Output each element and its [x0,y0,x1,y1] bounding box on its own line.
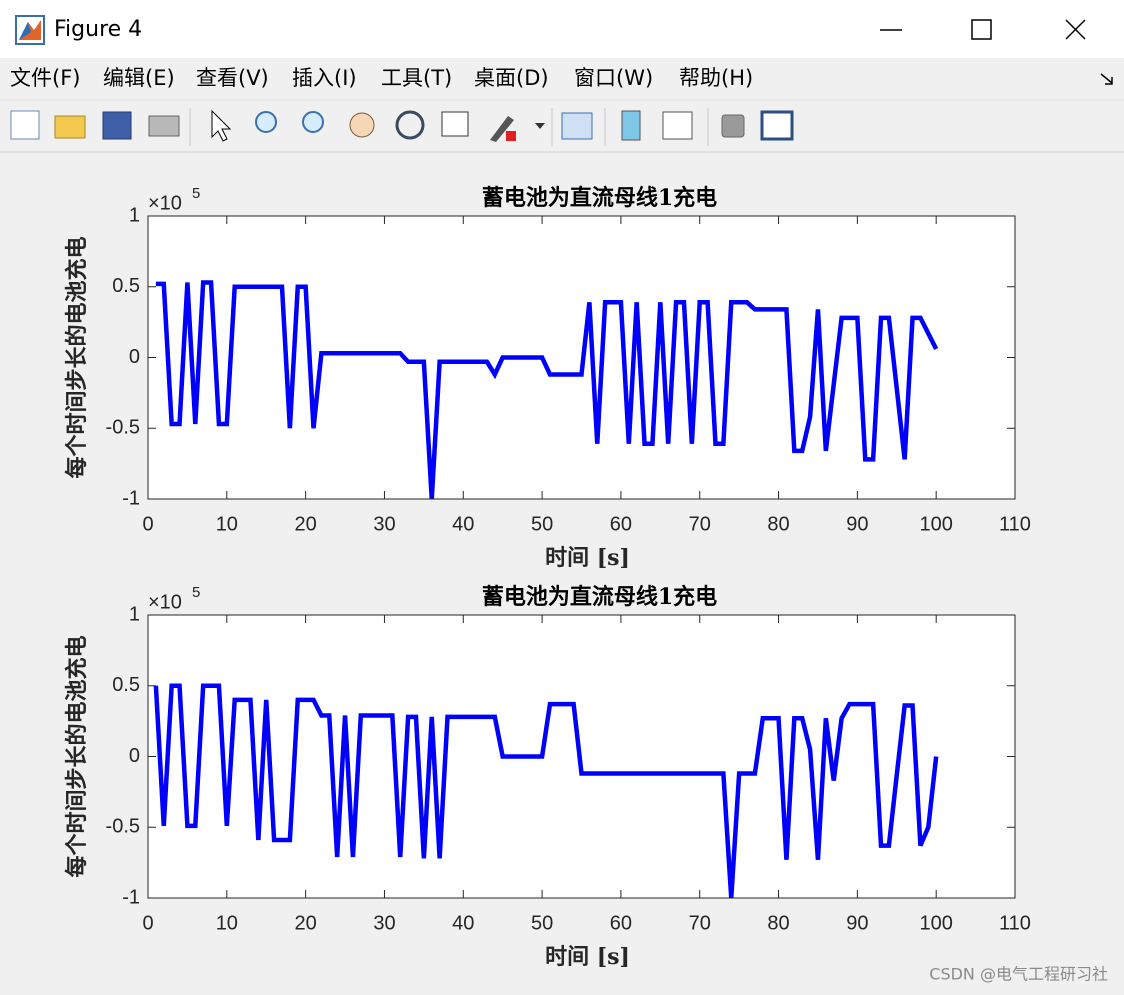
y-tick-label: 0.5 [112,275,140,297]
menu-item[interactable]: 编辑(E) [103,66,175,90]
y-tick-label: -0.5 [106,816,140,838]
menu-item[interactable]: 查看(V) [196,66,269,90]
x-tick-label: 60 [610,912,632,934]
x-tick-label: 10 [216,912,238,934]
y-tick-label: 1 [129,603,140,625]
window-title: Figure 4 [54,17,142,42]
legend-button[interactable] [662,111,693,140]
app-icon [15,15,45,45]
maximize-button[interactable] [971,19,992,40]
rotate-button[interactable] [395,110,425,140]
x-tick-label: 90 [846,513,868,535]
menu-item[interactable]: 帮助(H) [679,66,753,90]
save-button[interactable] [102,111,132,140]
data-line [153,683,939,899]
y-exponent-base: ×10 [148,591,182,613]
axes-box [147,215,1016,500]
close-button[interactable] [1065,19,1086,40]
x-axis-label: 时间 [s] [545,545,630,571]
brush-dropdown[interactable] [535,123,545,129]
chart-title: 蓄电池为直流母线1充电 [482,584,717,610]
dock-button[interactable] [760,110,794,141]
x-tick-label: 110 [999,912,1031,934]
zoom-out-button[interactable] [302,111,324,133]
y-exponent-base: ×10 [148,192,182,214]
x-tick-label: 10 [216,513,238,535]
y-tick-label: 1 [129,204,140,226]
menu-item[interactable]: 文件(F) [10,66,80,90]
x-tick-label: 30 [373,513,395,535]
axes-box [147,614,1016,899]
x-tick-label: 20 [295,513,317,535]
x-tick-label: 90 [846,912,868,934]
y-tick-label: 0 [129,346,140,368]
colorbar-button[interactable] [621,110,641,141]
new-button[interactable] [10,110,40,140]
y-axis-label: 每个时间步长的电池充电 [64,635,90,877]
link-button[interactable] [561,112,593,140]
x-tick-label: 70 [689,513,711,535]
pan-button[interactable] [349,112,375,138]
x-tick-label: 50 [531,912,553,934]
x-axis-label: 时间 [s] [545,944,630,970]
y-tick-label: 0 [129,745,140,767]
x-tick-label: 80 [767,912,789,934]
menu-dock-arrow[interactable] [1100,73,1113,85]
datatip-button[interactable] [441,111,469,137]
x-tick-label: 0 [142,912,153,934]
x-tick-label: 40 [452,513,474,535]
open-button[interactable] [54,115,86,139]
x-tick-label: 40 [452,912,474,934]
x-tick-label: 60 [610,513,632,535]
y-exponent-power: 5 [192,185,200,202]
menu-item[interactable]: 插入(I) [292,66,357,90]
zoom-in-button[interactable] [255,111,277,133]
brush-color [506,131,516,141]
charts: 0 10 20 30 40 50 60 70 80 90 100 110-1-0.500.51蓄电池为… [64,185,1031,970]
x-tick-label: 0 [142,513,153,535]
x-tick-label: 100 [919,912,952,934]
toolbar [10,108,794,146]
x-tick-label: 110 [999,513,1031,535]
chart-title: 蓄电池为直流母线1充电 [482,185,717,211]
x-tick-label: 50 [531,513,553,535]
brush-button[interactable] [490,116,514,142]
data-line [155,280,939,500]
y-tick-label: -1 [122,487,140,509]
x-tick-label: 70 [689,912,711,934]
print-button[interactable] [148,115,180,137]
y-tick-label: 0.5 [112,674,140,696]
y-tick-label: -0.5 [106,417,140,439]
watermark: CSDN @电气工程研习社 [929,965,1108,984]
y-exponent-power: 5 [192,584,200,601]
menu-item[interactable]: 窗口(W) [574,66,653,90]
x-tick-label: 100 [919,513,952,535]
menu-item[interactable]: 工具(T) [381,66,452,90]
select-button[interactable] [211,109,232,142]
menu-item[interactable]: 桌面(D) [474,66,549,90]
title-bar [0,0,1124,58]
x-tick-label: 80 [767,513,789,535]
y-axis-label: 每个时间步长的电池充电 [64,236,90,478]
hide-tools-button[interactable] [721,114,745,138]
y-tick-label: -1 [122,886,140,908]
x-tick-label: 30 [373,912,395,934]
menu-bar: 文件(F) 编辑(E) 查看(V) 插入(I) 工具(T) 桌面(D) 窗口(W) 帮助(H) [10,66,753,90]
x-tick-label: 20 [295,912,317,934]
